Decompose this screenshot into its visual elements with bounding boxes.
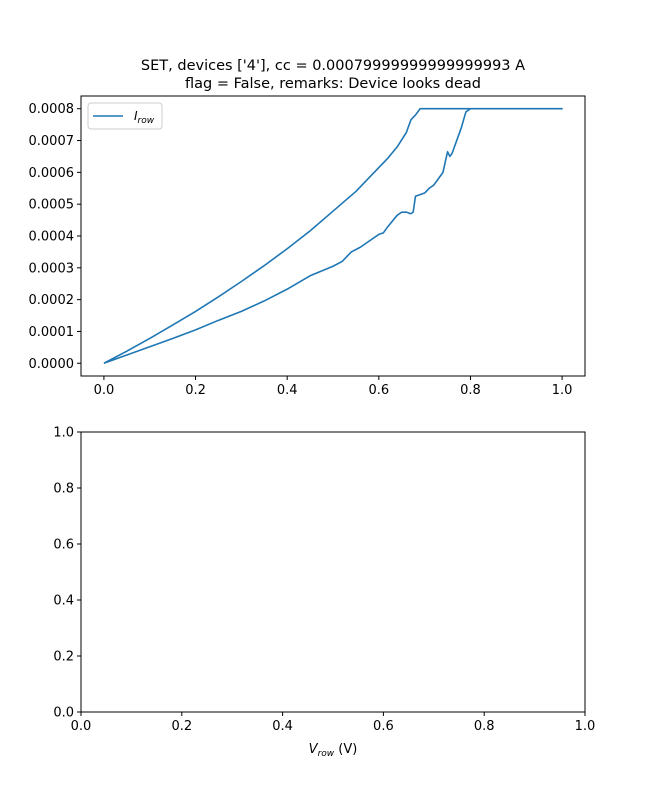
bottom-x-tick-label: 0.2 bbox=[171, 719, 192, 734]
irow-series-line bbox=[103, 107, 563, 365]
top-y-tick-label: 0.0008 bbox=[29, 102, 75, 117]
bottom-y-tick-label: 0.4 bbox=[53, 594, 74, 609]
top-y-tick-label: 0.0003 bbox=[29, 261, 75, 276]
x-axis-label-unit: (V) bbox=[334, 742, 357, 757]
x-axis-label: Vrow (V) bbox=[309, 742, 358, 759]
top-x-tick-label: 1.0 bbox=[552, 383, 573, 398]
top-y-tick-label: 0.0006 bbox=[29, 166, 75, 181]
top-y-tick-label: 0.0004 bbox=[29, 230, 75, 245]
top-axes: 0.0 0.2 0.4 0.6 0.8 1.0 0.0000 0.0001 0.0002 0.00… bbox=[29, 95, 586, 398]
top-y-tick-label: 0.0000 bbox=[29, 357, 75, 372]
top-y-tick-label: 0.0002 bbox=[29, 293, 75, 308]
bottom-y-tick-label: 1.0 bbox=[53, 426, 74, 441]
top-x-tick-label: 0.0 bbox=[94, 383, 115, 398]
bottom-x-tick-label: 0.4 bbox=[272, 719, 293, 734]
bottom-axes-frame bbox=[80, 431, 586, 713]
top-axes-frame bbox=[80, 95, 586, 377]
x-axis-label-main: V bbox=[309, 742, 319, 757]
top-y-tick-label: 0.0005 bbox=[29, 198, 75, 213]
top-y-tick-label: 0.0007 bbox=[29, 134, 75, 149]
top-x-tick-label: 0.4 bbox=[277, 383, 298, 398]
top-x-tick-label: 0.6 bbox=[368, 383, 389, 398]
legend-label: Irow bbox=[134, 109, 155, 126]
bottom-y-tick-label: 0.8 bbox=[53, 482, 74, 497]
top-y-tick-label: 0.0001 bbox=[29, 325, 75, 340]
legend-label-main: I bbox=[134, 109, 138, 123]
chart-title-line2: flag = False, remarks: Device looks dead bbox=[185, 76, 481, 92]
bottom-y-tick-label: 0.0 bbox=[53, 706, 74, 721]
bottom-axes: 0.0 0.2 0.4 0.6 0.8 1.0 0.0 0.2 0.4 0.6 0.8 1.0 Vro… bbox=[53, 426, 595, 760]
bottom-y-tick-label: 0.2 bbox=[53, 650, 74, 665]
legend-label-sub: row bbox=[138, 116, 155, 126]
legend: Irow bbox=[87, 102, 163, 130]
bottom-x-tick-label: 0.6 bbox=[373, 719, 394, 734]
top-x-tick-label: 0.2 bbox=[185, 383, 206, 398]
x-axis-label-sub: row bbox=[318, 749, 335, 759]
top-x-tick-label: 0.8 bbox=[460, 383, 481, 398]
bottom-x-tick-label: 1.0 bbox=[575, 719, 596, 734]
bottom-y-tick-label: 0.6 bbox=[53, 538, 74, 553]
bottom-x-tick-label: 0.0 bbox=[71, 719, 92, 734]
chart-title-line1: SET, devices ['4'], cc = 0.0007999999999… bbox=[141, 58, 525, 74]
bottom-x-tick-label: 0.8 bbox=[474, 719, 495, 734]
legend-box bbox=[87, 102, 163, 130]
